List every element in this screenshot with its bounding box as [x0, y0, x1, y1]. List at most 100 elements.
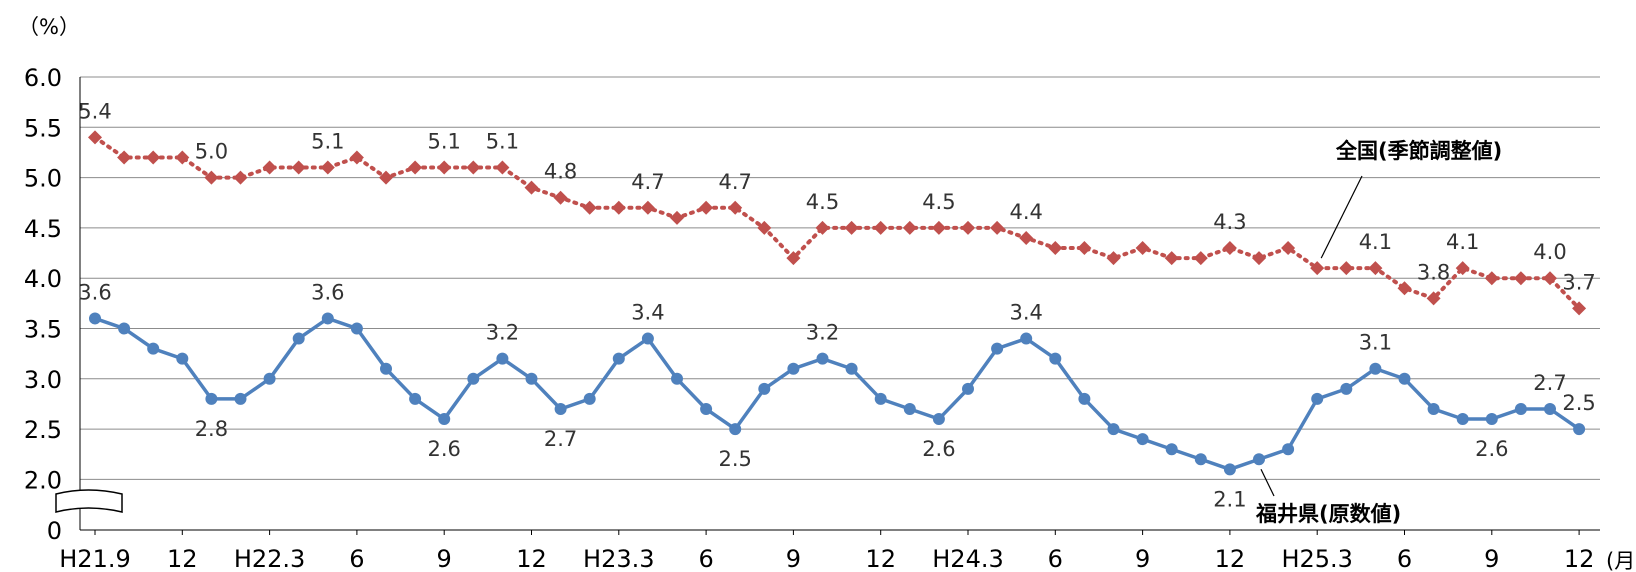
data-label: 3.6 — [78, 280, 111, 304]
x-tick-label: 6 — [698, 545, 713, 572]
data-point — [700, 402, 713, 415]
data-point — [903, 402, 916, 415]
y-unit-label: （%） — [18, 15, 80, 39]
data-label: 4.4 — [1009, 200, 1042, 224]
data-point — [320, 160, 335, 175]
data-point — [671, 372, 683, 385]
data-point — [1253, 453, 1265, 466]
data-label: 4.1 — [1446, 230, 1479, 254]
series-layer — [88, 130, 1587, 476]
data-point — [1485, 413, 1498, 426]
x-tick-label: 9 — [437, 545, 452, 572]
data-point — [175, 150, 190, 165]
data-point — [1193, 251, 1208, 266]
data-point — [466, 160, 481, 175]
data-point — [729, 423, 742, 436]
data-point — [1427, 402, 1440, 415]
data-label: 2.1 — [1213, 487, 1246, 511]
data-point — [815, 220, 830, 235]
y-tick-label: 5.0 — [24, 165, 62, 193]
data-point — [641, 332, 654, 345]
data-point — [467, 372, 480, 385]
data-point — [1077, 241, 1092, 256]
data-point — [409, 392, 422, 405]
x-tick-label: 12 — [865, 545, 896, 572]
data-point — [932, 413, 945, 426]
gridlines — [80, 76, 1600, 480]
data-point — [1369, 362, 1382, 375]
data-point — [1165, 443, 1178, 456]
data-point — [612, 352, 625, 365]
data-point — [350, 322, 363, 335]
data-point — [147, 342, 160, 355]
data-point — [262, 160, 277, 175]
data-point — [640, 200, 655, 215]
x-tick-label: 6 — [1397, 545, 1412, 572]
x-tick-label: H24.3 — [932, 545, 1003, 572]
data-label: 2.7 — [544, 427, 577, 451]
data-point — [1455, 261, 1470, 276]
axes — [55, 77, 1600, 535]
axis-break-symbol — [55, 489, 123, 513]
national-leader-line — [1320, 175, 1363, 259]
x-tick-label: H25.3 — [1281, 545, 1352, 572]
data-label: 5.1 — [427, 130, 460, 154]
data-point — [437, 160, 452, 175]
data-point — [611, 200, 626, 215]
data-point — [583, 392, 596, 405]
data-point — [408, 160, 423, 175]
data-point — [380, 362, 392, 375]
x-tick-label: 6 — [349, 545, 364, 572]
data-point — [873, 220, 888, 235]
data-point — [991, 342, 1004, 355]
data-point — [787, 362, 800, 375]
data-point — [176, 352, 189, 365]
data-point — [438, 413, 451, 426]
data-label: 4.5 — [922, 190, 955, 214]
data-label: 2.6 — [922, 437, 955, 461]
data-point — [1310, 261, 1325, 276]
data-point — [1136, 433, 1149, 446]
data-point — [844, 220, 859, 235]
data-point — [1078, 392, 1091, 405]
data-point — [1135, 241, 1150, 256]
data-point — [1484, 271, 1499, 286]
y-tick-label: 5.5 — [24, 114, 62, 142]
data-point — [292, 332, 305, 345]
data-point — [961, 220, 975, 235]
data-point — [845, 362, 858, 375]
data-point — [205, 392, 218, 405]
data-point — [379, 170, 393, 185]
y-tick-label: 2.0 — [24, 466, 62, 494]
data-point — [553, 190, 568, 205]
data-point — [699, 200, 714, 215]
x-tick-label: 9 — [1135, 545, 1150, 572]
x-tick-label: 12 — [167, 545, 198, 572]
data-point — [1107, 423, 1120, 436]
data-label: 4.0 — [1533, 240, 1566, 264]
x-tick-label: H21.9 — [59, 545, 130, 572]
x-tick-label: 12 — [1215, 545, 1246, 572]
data-point — [1543, 271, 1557, 286]
data-point — [1573, 423, 1586, 436]
x-axis-tick-labels: H21.9 12 H22.3 6 9 12 H23.3 6 9 12 H24.3 6 9 12 H25.3 6… — [59, 545, 1594, 572]
data-point — [117, 150, 132, 165]
data-point — [525, 372, 538, 385]
fukui-leader-line — [1260, 469, 1275, 497]
data-point — [321, 312, 334, 325]
data-label: 3.1 — [1359, 331, 1392, 355]
series-annotations: 全国(季節調整値) 福井県(原数値) — [1255, 139, 1502, 526]
x-tick-label: 9 — [1484, 545, 1499, 572]
data-point — [1020, 332, 1033, 345]
data-label: 4.3 — [1213, 210, 1246, 234]
data-labels: 5.4 5.0 5.1 5.1 5.1 4.8 4.7 4.7 4.5 4.5 4.4 4.3 4.1 3… — [78, 99, 1596, 511]
data-point — [728, 200, 743, 215]
data-point — [495, 160, 510, 175]
data-point — [349, 150, 364, 165]
y-tick-label: 3.0 — [24, 366, 62, 394]
x-tick-label: H22.3 — [234, 545, 305, 572]
data-point — [990, 220, 1005, 235]
data-point — [118, 322, 131, 335]
series-fukui — [89, 312, 1586, 476]
data-point — [670, 210, 684, 225]
